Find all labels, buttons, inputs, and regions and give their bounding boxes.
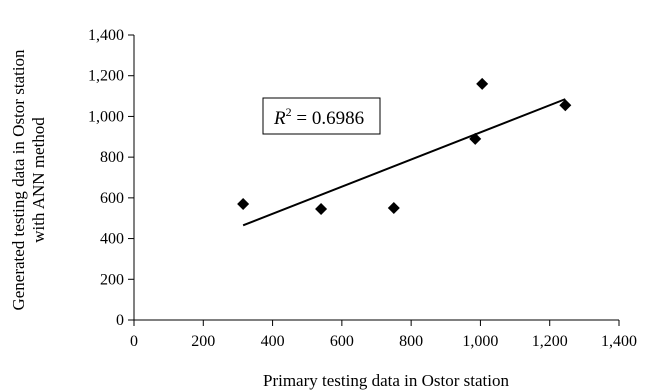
- x-tick-label: 400: [261, 333, 285, 350]
- y-tick-label: 600: [100, 190, 124, 207]
- x-tick-label: 200: [191, 333, 215, 350]
- y-tick-label: 1,400: [88, 27, 124, 44]
- data-point: [237, 197, 250, 210]
- y-tick-label: 800: [100, 149, 124, 166]
- r2-value: = 0.6986: [292, 108, 364, 129]
- x-tick-label: 1,000: [462, 333, 498, 350]
- x-tick-label: 1,200: [532, 333, 568, 350]
- data-point: [315, 203, 328, 216]
- x-tick-label: 600: [330, 333, 354, 350]
- y-tick-label: 200: [100, 271, 124, 288]
- y-tick-label: 1,200: [88, 68, 124, 85]
- y-tick-label: 0: [116, 312, 124, 329]
- r2-exponent: 2: [286, 105, 292, 119]
- data-point: [559, 99, 572, 112]
- x-axis-ticks: 0 200 400 600 800 1,000 1,200 1,400: [130, 320, 637, 350]
- r2-annotation: R2 = 0.6986: [273, 105, 364, 129]
- y-axis-ticks: 0 200 400 600 800 1,000 1,200 1,400: [88, 27, 134, 329]
- trendline: [242, 98, 566, 227]
- data-points: [237, 77, 572, 216]
- r2-annotation-box: [262, 97, 381, 135]
- y-tick-label: 400: [100, 231, 124, 248]
- data-point: [469, 132, 482, 145]
- y-tick-label: 1,000: [88, 108, 124, 125]
- x-tick-label: 1,400: [601, 333, 637, 350]
- y-axis-title-line-2: with ANN method: [29, 117, 48, 243]
- x-axis-title: Primary testing data in Ostor station: [263, 371, 509, 390]
- r2-symbol: R: [273, 108, 286, 129]
- data-point: [476, 77, 489, 90]
- y-axis-title-line-1: Generated testing data in Ostor station: [9, 49, 28, 311]
- data-point: [387, 202, 400, 215]
- x-tick-label: 0: [130, 333, 138, 350]
- x-tick-label: 800: [399, 333, 423, 350]
